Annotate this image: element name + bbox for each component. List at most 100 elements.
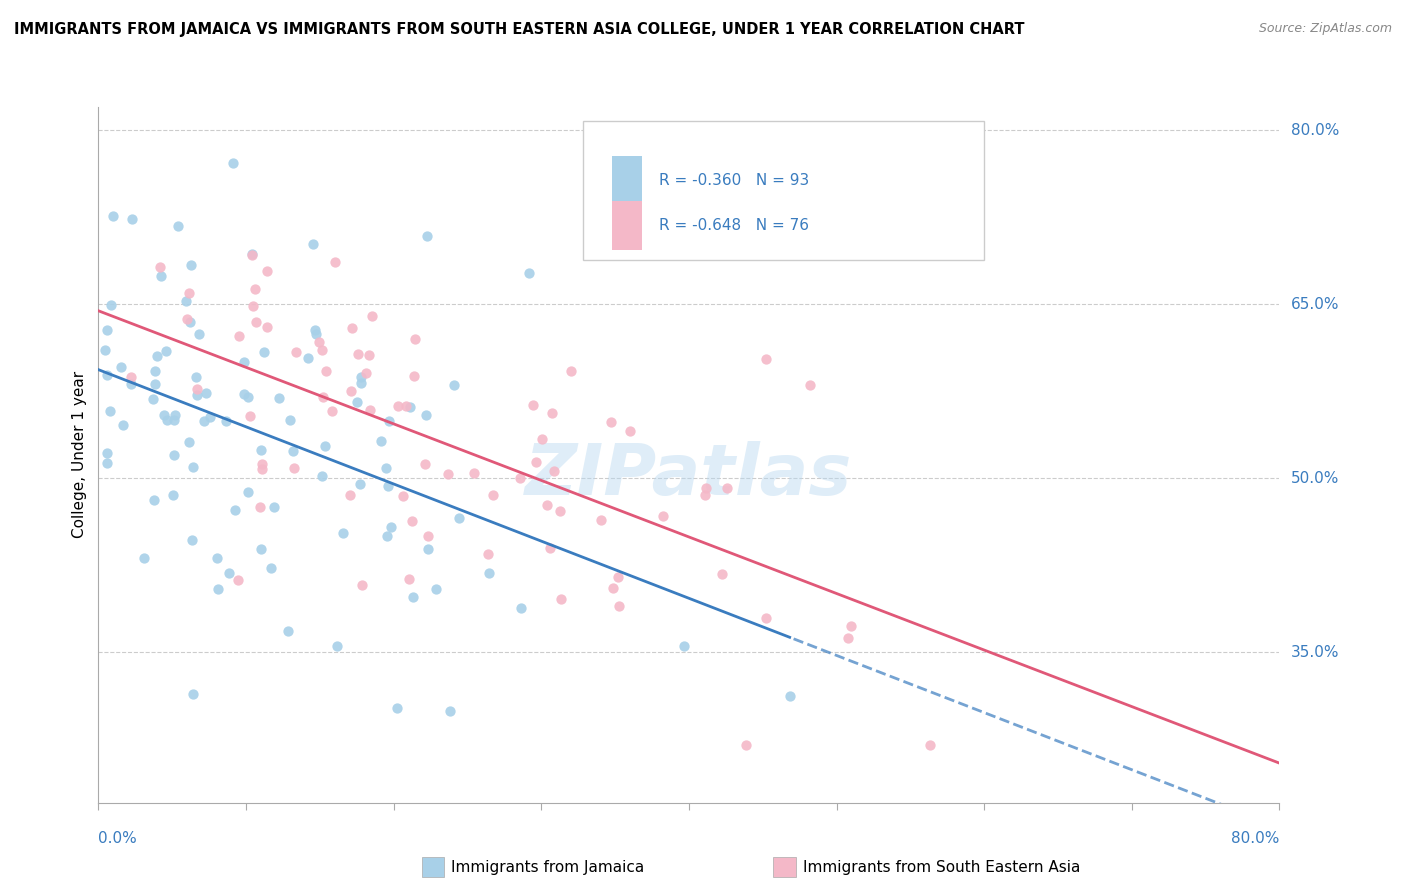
Point bbox=[463, 466, 485, 480]
Point bbox=[370, 434, 392, 448]
Point bbox=[149, 260, 172, 274]
Point bbox=[357, 348, 380, 362]
Point bbox=[550, 592, 572, 607]
Point bbox=[799, 378, 821, 392]
Point bbox=[361, 309, 384, 323]
Text: IMMIGRANTS FROM JAMAICA VS IMMIGRANTS FROM SOUTH EASTERN ASIA COLLEGE, UNDER 1 Y: IMMIGRANTS FROM JAMAICA VS IMMIGRANTS FR… bbox=[14, 22, 1025, 37]
Point bbox=[308, 334, 330, 349]
Point bbox=[398, 572, 420, 586]
Point bbox=[181, 687, 204, 701]
Point bbox=[228, 329, 250, 343]
Point bbox=[311, 343, 333, 358]
Point bbox=[837, 631, 859, 645]
Point bbox=[156, 413, 179, 427]
Point bbox=[416, 529, 439, 543]
FancyBboxPatch shape bbox=[582, 121, 984, 260]
Point bbox=[404, 332, 426, 346]
Point bbox=[387, 701, 409, 715]
Point bbox=[311, 468, 333, 483]
Point bbox=[98, 404, 121, 418]
Point bbox=[401, 515, 423, 529]
Point bbox=[755, 351, 778, 366]
Point bbox=[478, 566, 501, 580]
Point bbox=[755, 611, 778, 625]
Point bbox=[134, 551, 156, 566]
Point bbox=[250, 541, 273, 556]
Point bbox=[96, 446, 118, 460]
Point bbox=[522, 398, 544, 412]
Point bbox=[143, 493, 166, 508]
Point bbox=[207, 582, 229, 596]
Point bbox=[693, 488, 716, 502]
Point bbox=[477, 547, 499, 561]
Point bbox=[332, 526, 354, 541]
Point bbox=[233, 387, 256, 401]
Point bbox=[176, 312, 198, 326]
Point bbox=[180, 533, 202, 548]
Point bbox=[560, 364, 582, 378]
Point bbox=[184, 369, 207, 384]
Point bbox=[508, 471, 530, 485]
Point bbox=[163, 413, 186, 427]
Text: 50.0%: 50.0% bbox=[1291, 471, 1340, 485]
Text: 35.0%: 35.0% bbox=[1291, 645, 1340, 659]
Point bbox=[304, 323, 326, 337]
Point bbox=[111, 418, 134, 433]
Point bbox=[94, 343, 117, 358]
Point bbox=[402, 590, 425, 604]
Point bbox=[449, 511, 471, 525]
Point bbox=[531, 432, 554, 446]
Point bbox=[779, 689, 801, 703]
Point bbox=[285, 345, 308, 359]
Point bbox=[695, 481, 717, 495]
Point bbox=[416, 228, 439, 243]
Point bbox=[263, 500, 285, 514]
Point bbox=[226, 573, 249, 587]
Point bbox=[240, 246, 263, 260]
Text: Immigrants from Jamaica: Immigrants from Jamaica bbox=[451, 860, 644, 874]
Point bbox=[339, 384, 361, 398]
Point bbox=[548, 504, 571, 518]
Point bbox=[256, 264, 278, 278]
Point bbox=[315, 364, 337, 378]
Point bbox=[222, 156, 245, 170]
Point bbox=[188, 326, 211, 341]
Point bbox=[673, 639, 696, 653]
Point bbox=[200, 409, 222, 424]
Point bbox=[321, 403, 343, 417]
Point bbox=[250, 458, 273, 472]
Point bbox=[404, 368, 426, 383]
Point bbox=[524, 455, 547, 469]
Point bbox=[267, 391, 290, 405]
Point bbox=[482, 488, 505, 502]
Point bbox=[253, 344, 276, 359]
Point bbox=[176, 293, 198, 308]
Point bbox=[101, 209, 124, 223]
Point bbox=[619, 425, 641, 439]
Point bbox=[918, 738, 941, 752]
Point bbox=[96, 456, 118, 470]
Point bbox=[177, 435, 200, 450]
Y-axis label: College, Under 1 year: College, Under 1 year bbox=[72, 371, 87, 539]
Point bbox=[374, 460, 396, 475]
Point bbox=[260, 561, 283, 575]
Point bbox=[143, 377, 166, 392]
Point bbox=[163, 448, 186, 462]
Point bbox=[162, 488, 184, 502]
Point bbox=[387, 400, 409, 414]
Point bbox=[350, 369, 373, 384]
Point bbox=[153, 408, 176, 422]
Point bbox=[180, 258, 202, 272]
Point bbox=[120, 369, 142, 384]
Point bbox=[142, 392, 165, 406]
Point bbox=[711, 567, 734, 582]
Point bbox=[121, 211, 143, 226]
Point bbox=[193, 414, 215, 428]
Point bbox=[352, 578, 374, 592]
Point bbox=[143, 364, 166, 378]
Point bbox=[110, 359, 132, 374]
Point bbox=[186, 382, 208, 396]
Text: 65.0%: 65.0% bbox=[1291, 297, 1340, 311]
Point bbox=[339, 488, 361, 502]
Point bbox=[346, 394, 368, 409]
